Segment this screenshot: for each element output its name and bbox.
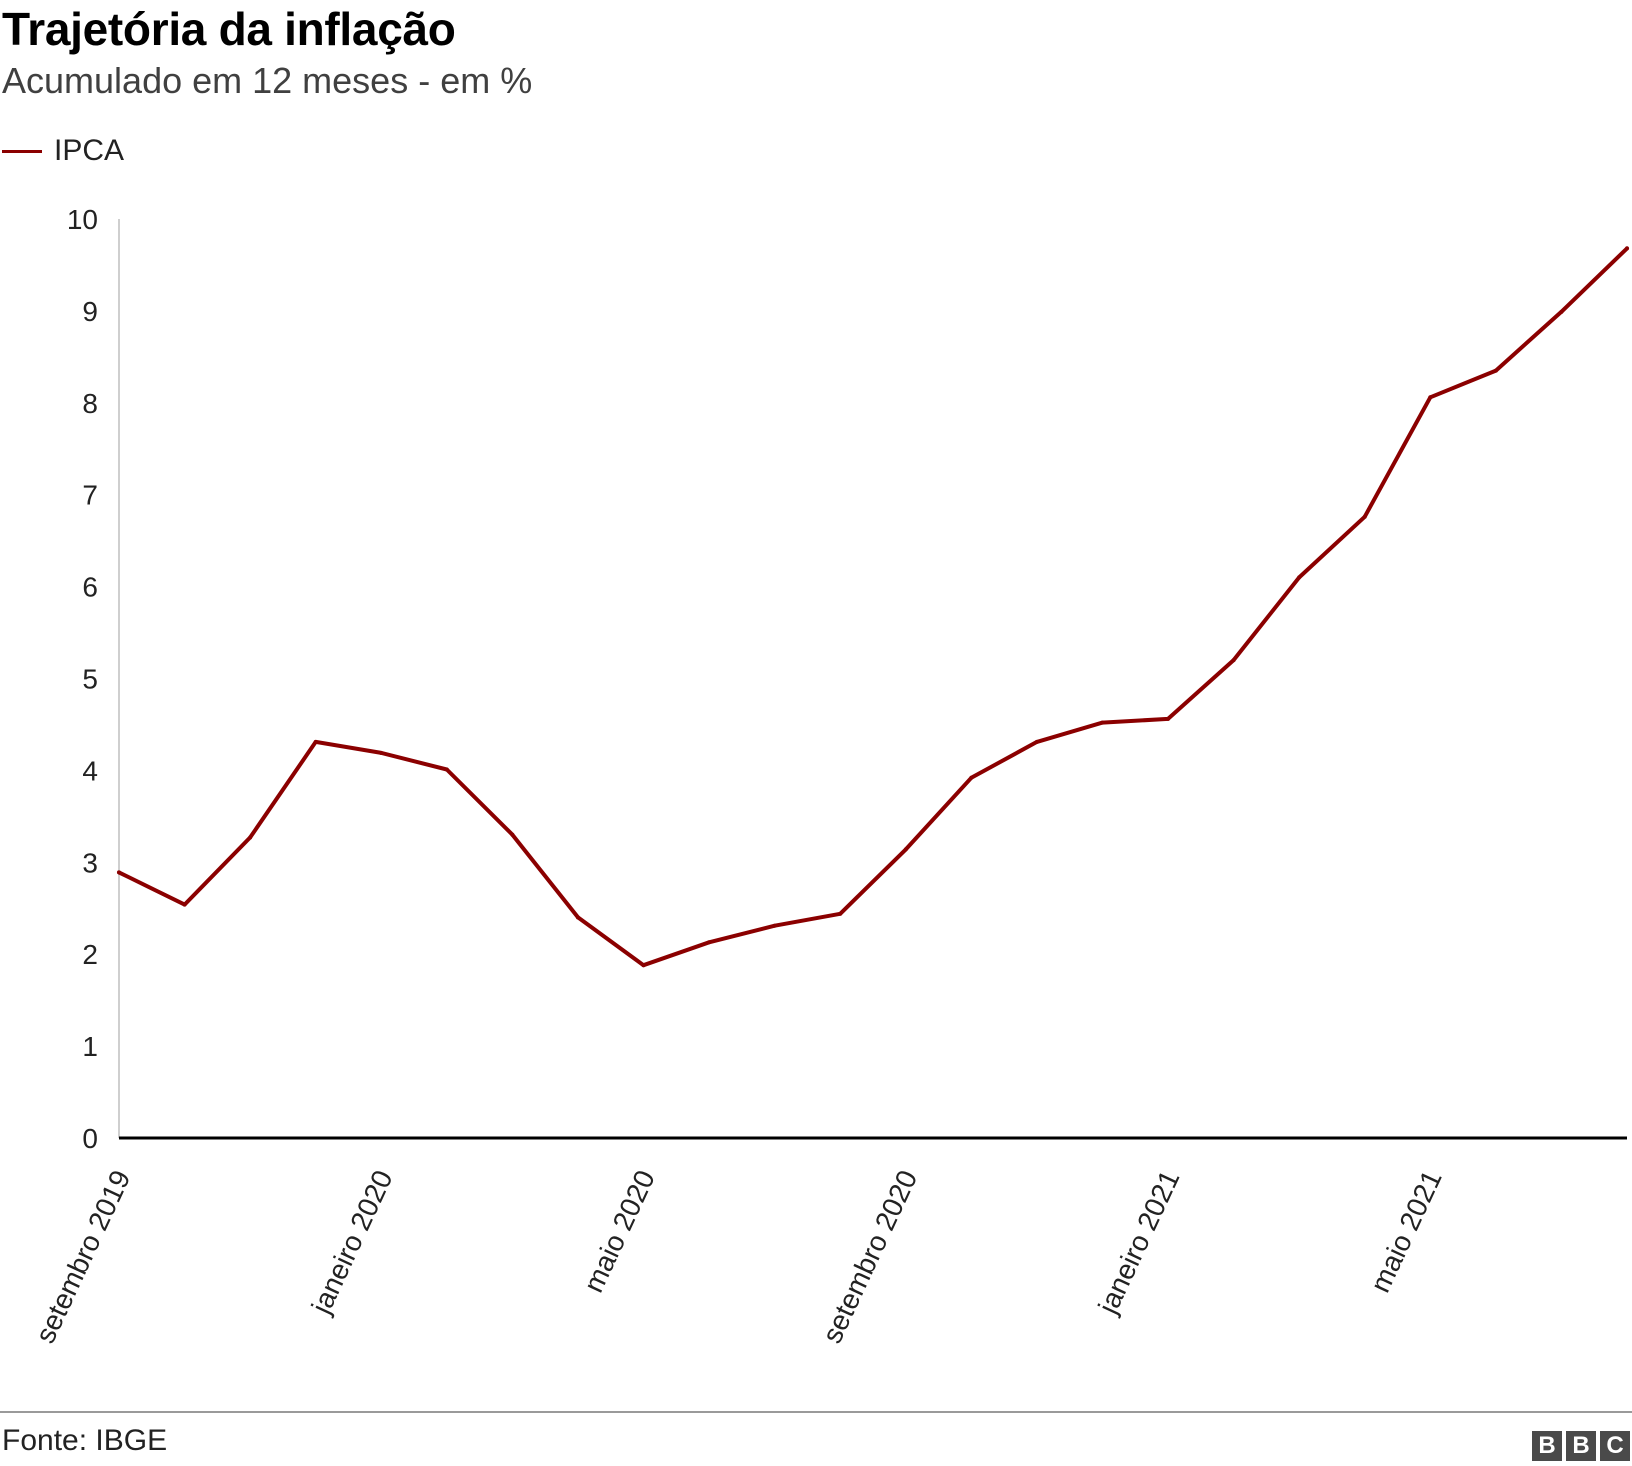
data-point-ipca xyxy=(838,911,843,916)
data-point-ipca xyxy=(772,923,777,928)
data-point-ipca xyxy=(1362,514,1367,519)
data-point-ipca xyxy=(313,739,318,744)
y-tick-label: 0 xyxy=(82,1123,98,1154)
y-tick-label: 3 xyxy=(82,847,98,878)
data-point-ipca xyxy=(1493,368,1498,373)
data-point-ipca xyxy=(1428,395,1433,400)
data-point-ipca xyxy=(575,915,580,920)
x-tick-label: janeiro 2020 xyxy=(305,1165,399,1319)
y-tick-label: 10 xyxy=(67,204,98,235)
y-tick-label: 9 xyxy=(82,296,98,327)
bbc-logo-letter-2: B xyxy=(1566,1431,1596,1461)
y-tick-label: 4 xyxy=(82,755,98,786)
legend-swatch-ipca xyxy=(2,149,42,153)
data-point-ipca xyxy=(1166,716,1171,721)
bbc-logo-letter-3: C xyxy=(1600,1431,1630,1461)
data-point-ipca xyxy=(1100,720,1105,725)
data-point-ipca xyxy=(707,940,712,945)
data-point-ipca xyxy=(903,847,908,852)
x-tick-label: janeiro 2021 xyxy=(1092,1165,1186,1319)
data-point-ipca xyxy=(1625,246,1629,251)
legend: IPCA xyxy=(2,134,124,168)
x-tick-label: maio 2021 xyxy=(1364,1165,1447,1297)
data-point-ipca xyxy=(1559,309,1564,314)
bbc-logo-letter-1: B xyxy=(1532,1431,1562,1461)
data-point-ipca xyxy=(248,835,253,840)
x-tick-label: maio 2020 xyxy=(578,1165,661,1297)
x-tick-label: setembro 2020 xyxy=(816,1165,923,1347)
source-note: Fonte: IBGE xyxy=(2,1424,168,1457)
y-tick-label: 5 xyxy=(82,664,98,695)
data-point-ipca xyxy=(117,870,121,875)
y-tick-label: 8 xyxy=(82,388,98,419)
chart-subtitle: Acumulado em 12 meses - em % xyxy=(2,60,533,101)
legend-label-ipca: IPCA xyxy=(54,134,125,167)
y-tick-label: 2 xyxy=(82,939,98,970)
bbc-logo: B B C xyxy=(1532,1431,1630,1461)
y-tick-label: 1 xyxy=(82,1031,98,1062)
data-point-ipca xyxy=(1231,658,1236,663)
data-point-ipca xyxy=(510,832,515,837)
data-point-ipca xyxy=(379,750,384,755)
data-point-ipca xyxy=(969,775,974,780)
y-tick-label: 7 xyxy=(82,480,98,511)
footer-divider xyxy=(0,1411,1632,1413)
chart-title: Trajetória da inflação xyxy=(2,3,456,55)
data-point-ipca xyxy=(641,963,646,968)
x-tick-label: setembro 2019 xyxy=(29,1165,136,1347)
y-tick-label: 6 xyxy=(82,572,98,603)
data-point-ipca xyxy=(444,767,449,772)
data-point-ipca xyxy=(1034,739,1039,744)
data-point-ipca xyxy=(1297,575,1302,580)
series-line-ipca xyxy=(117,246,1629,968)
data-point-ipca xyxy=(182,902,187,907)
